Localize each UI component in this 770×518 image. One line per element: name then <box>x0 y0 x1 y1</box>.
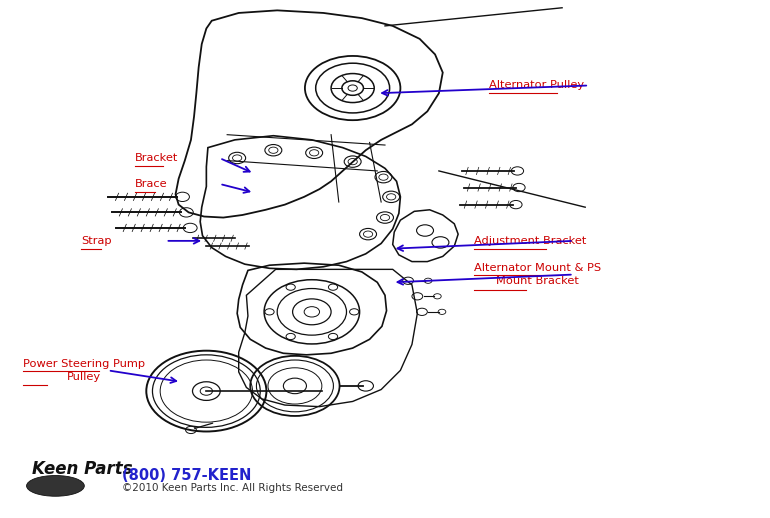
Text: Strap: Strap <box>81 236 112 246</box>
Text: Adjustment Bracket: Adjustment Bracket <box>474 236 586 246</box>
Text: Alternator Mount & PS
Mount Bracket: Alternator Mount & PS Mount Bracket <box>474 263 601 286</box>
Text: Alternator Pulley: Alternator Pulley <box>489 80 584 91</box>
Text: (800) 757-KEEN: (800) 757-KEEN <box>122 468 251 482</box>
Text: Keen Parts: Keen Parts <box>32 460 133 478</box>
Ellipse shape <box>26 476 85 496</box>
Text: Power Steering Pump
Pulley: Power Steering Pump Pulley <box>23 359 146 382</box>
Text: Brace: Brace <box>135 179 167 189</box>
Text: ©2010 Keen Parts Inc. All Rights Reserved: ©2010 Keen Parts Inc. All Rights Reserve… <box>122 483 343 494</box>
Text: Bracket: Bracket <box>135 153 178 163</box>
